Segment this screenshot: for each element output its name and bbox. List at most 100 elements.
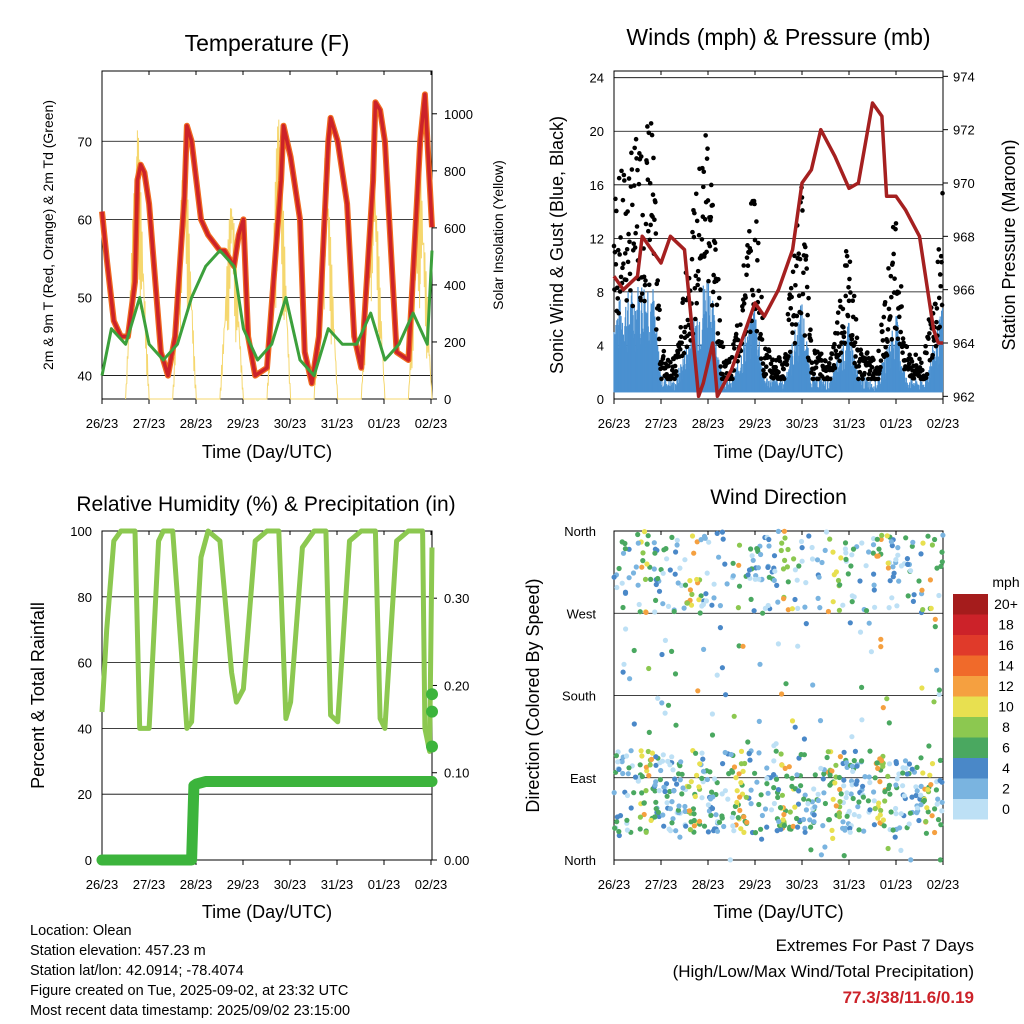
direction-point	[692, 793, 698, 800]
direction-point	[620, 669, 626, 675]
gust-point	[642, 298, 647, 304]
direction-point	[676, 803, 682, 809]
direction-point	[913, 784, 919, 790]
gust-point	[653, 231, 659, 236]
direction-point	[635, 540, 641, 546]
gust-point	[875, 376, 881, 382]
direction-point	[881, 823, 887, 829]
gust-point	[840, 306, 846, 312]
gust-point	[760, 361, 766, 366]
direction-point	[641, 529, 648, 535]
direction-point	[886, 761, 893, 767]
series-2m-temp-line	[100, 92, 434, 386]
gust-point	[677, 347, 683, 352]
direction-point	[741, 814, 747, 820]
direction-point	[849, 599, 855, 605]
gust-point	[689, 256, 695, 262]
direction-point	[719, 665, 726, 671]
direction-point	[703, 591, 709, 597]
gust-point	[879, 322, 884, 328]
legend-label: 2	[1002, 781, 1010, 797]
gust-point	[638, 297, 644, 303]
temperature-y2-tick-label: 1000	[444, 107, 473, 122]
direction-point	[779, 540, 785, 546]
direction-point	[749, 553, 755, 559]
gust-point	[819, 358, 825, 363]
direction-point	[771, 758, 777, 764]
direction-point	[682, 803, 688, 810]
direction-point	[896, 578, 902, 584]
direction-point	[678, 759, 684, 765]
gust-point	[695, 282, 700, 288]
direction-point	[660, 601, 666, 607]
direction-point	[673, 549, 679, 555]
direction-point	[653, 762, 659, 768]
direction-point	[937, 757, 944, 764]
direction-point	[937, 857, 944, 863]
direction-point	[932, 536, 938, 543]
gust-point	[790, 269, 796, 275]
legend-label: 0	[1002, 801, 1010, 817]
gust-point	[758, 356, 764, 361]
gust-point	[732, 346, 737, 351]
direction-point	[918, 755, 924, 761]
temperature-panel: 26/23 27/23 28/23 29/23 30/23 31/23 01/23 02/23…	[40, 30, 506, 462]
direction-point	[860, 794, 867, 800]
series-pressure-line	[612, 101, 943, 399]
direction-point	[867, 807, 873, 813]
direction-point	[644, 541, 650, 547]
direction-point	[641, 800, 647, 806]
direction-point	[837, 582, 843, 588]
direction-point	[879, 532, 885, 539]
gust-point	[833, 348, 839, 354]
gust-point	[657, 307, 662, 313]
direction-point	[651, 566, 657, 572]
direction-point	[745, 572, 751, 578]
direction-point	[701, 646, 707, 653]
gust-point	[681, 350, 687, 356]
gust-point	[865, 350, 870, 355]
direction-point	[662, 788, 668, 795]
direction-point	[848, 563, 854, 569]
direction-point	[851, 594, 857, 600]
gust-point	[710, 289, 716, 295]
winds-x-tick-label: 26/23	[598, 416, 631, 431]
legend-swatch	[953, 655, 988, 676]
direction-point	[833, 762, 839, 768]
direction-point	[781, 822, 788, 829]
direction-point	[789, 606, 796, 612]
gust-point	[798, 310, 804, 316]
direction-point	[735, 815, 741, 821]
direction-point	[850, 546, 857, 552]
gust-point	[890, 260, 896, 266]
legend-swatch	[953, 737, 988, 758]
direction-point	[821, 790, 827, 796]
humidity-y2-tick-label: 0.30	[444, 591, 469, 606]
direction-point	[778, 751, 784, 757]
direction-point	[764, 781, 770, 787]
gust-point	[936, 247, 942, 252]
direction-point	[902, 758, 909, 764]
humidity-ylabel-left: Percent & Total Rainfall	[28, 602, 48, 789]
gust-point	[896, 290, 902, 295]
direction-point	[913, 792, 919, 799]
gust-point	[716, 277, 721, 282]
direction-point	[745, 739, 751, 745]
direction-point	[625, 771, 631, 777]
gust-point	[749, 287, 755, 293]
direction-point	[893, 811, 899, 817]
direction-point	[757, 661, 763, 667]
direction-point	[623, 626, 629, 632]
direction-point	[878, 536, 884, 543]
gust-point	[766, 348, 772, 354]
direction-point	[827, 536, 833, 542]
direction-point	[620, 604, 626, 611]
direction-point	[777, 805, 784, 811]
direction-point	[826, 817, 833, 823]
direction-point	[709, 789, 715, 795]
direction-point	[665, 758, 671, 764]
direction-point	[801, 736, 808, 742]
direction-point	[764, 765, 770, 771]
direction-point	[860, 783, 866, 789]
direction-point	[863, 563, 869, 569]
